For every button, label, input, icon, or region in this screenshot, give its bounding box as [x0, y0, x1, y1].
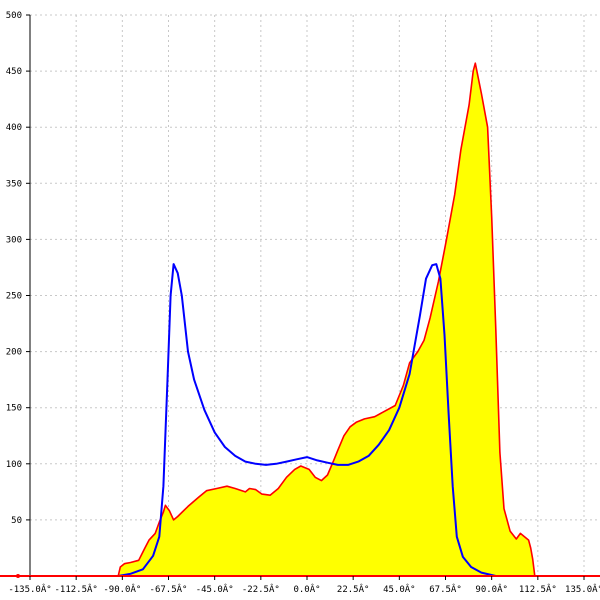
y-tick-label: 100 — [6, 460, 22, 470]
x-tick-label: -90.0Â° — [103, 583, 141, 595]
y-tick-label: 300 — [6, 235, 22, 245]
grid — [30, 14, 600, 576]
x-tick-label: -135.0Â° — [8, 583, 51, 595]
x-axis-start-dot — [16, 574, 20, 578]
x-tick-label: 135.0Â° — [565, 583, 600, 595]
y-tick-label: 250 — [6, 292, 22, 302]
y-tick-label: 450 — [6, 67, 22, 77]
x-tick-label: 112.5Â° — [519, 583, 557, 595]
series-red-line — [117, 62, 536, 577]
y-tick-label: 400 — [6, 123, 22, 133]
series-blue-line — [118, 263, 535, 577]
x-tick-label: 90.0Â° — [475, 583, 508, 595]
x-tick-label: -112.5Â° — [54, 583, 97, 595]
series-area — [117, 62, 536, 577]
x-tick-label: 0.0Â° — [293, 583, 320, 595]
x-tick-label: -22.5Â° — [242, 583, 280, 595]
y-tick-label: 500 — [6, 11, 22, 21]
x-tick-label: -45.0Â° — [196, 583, 234, 595]
y-tick-label: 50 — [11, 516, 22, 526]
series-fill-area — [118, 63, 535, 576]
x-tick-label: 67.5Â° — [429, 583, 462, 595]
x-tick-label: 22.5Â° — [337, 583, 370, 595]
x-axis-ticks: -135.0Â° -112.5Â° -90.0Â° -67.5Â° -45.0Â° -22… — [8, 576, 600, 595]
y-tick-label: 350 — [6, 179, 22, 189]
y-axis-ticks: 50 100 150 200 250 300 350 400 450 500 — [6, 11, 30, 526]
y-tick-label: 150 — [6, 404, 22, 414]
x-tick-label: -67.5Â° — [150, 583, 188, 595]
x-tick-label: 45.0Â° — [383, 583, 416, 595]
y-tick-label: 200 — [6, 348, 22, 358]
